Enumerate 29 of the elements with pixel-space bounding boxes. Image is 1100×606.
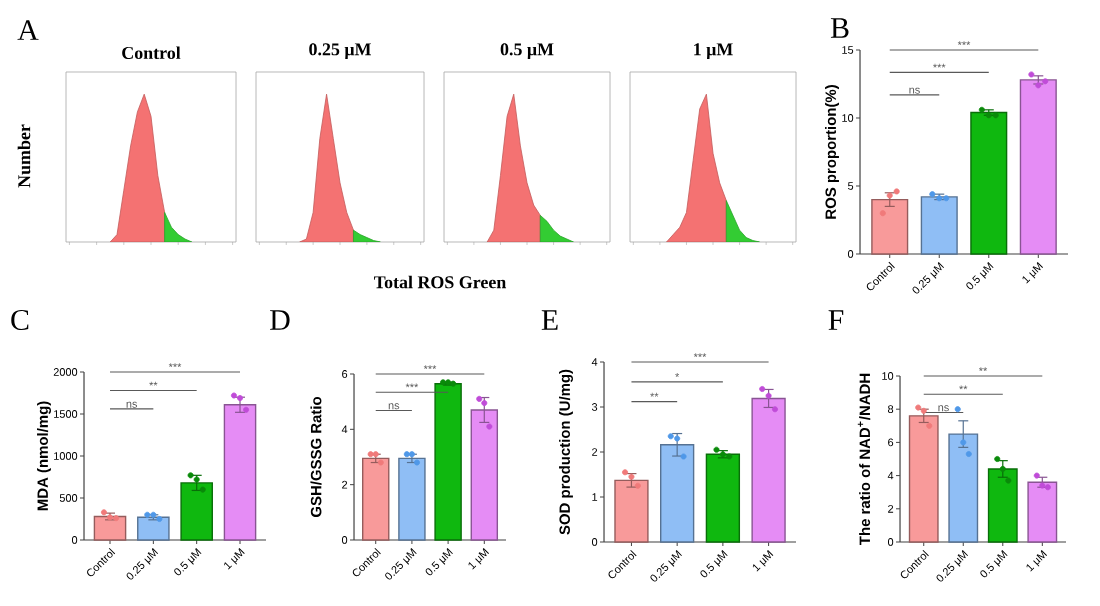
bar — [970, 111, 1008, 255]
y-axis-title: Number — [17, 124, 31, 188]
bar — [398, 457, 426, 541]
bar — [180, 482, 213, 541]
text: A — [17, 20, 39, 40]
bar — [223, 404, 257, 541]
text: D — [270, 310, 290, 330]
bar — [987, 468, 1018, 543]
bar — [920, 196, 958, 255]
bar — [751, 397, 786, 543]
text: B — [830, 18, 849, 38]
chart-title: 0.5 μM — [500, 43, 554, 59]
bar — [614, 479, 649, 543]
chart-title: 1 μM — [694, 43, 733, 59]
chart-title: 0.25 μM — [309, 43, 371, 59]
bar — [137, 516, 170, 541]
bar — [362, 457, 390, 541]
bar — [434, 382, 462, 541]
chart-title: Control — [122, 46, 181, 60]
text: C — [11, 309, 29, 331]
bar — [908, 415, 939, 543]
bar — [1019, 79, 1057, 255]
text: Total ROS Green — [374, 275, 507, 289]
bar — [1027, 481, 1058, 543]
bar — [705, 453, 741, 543]
bar — [93, 515, 127, 541]
bar — [871, 198, 909, 255]
text: E — [541, 310, 558, 330]
text: F — [828, 310, 844, 330]
